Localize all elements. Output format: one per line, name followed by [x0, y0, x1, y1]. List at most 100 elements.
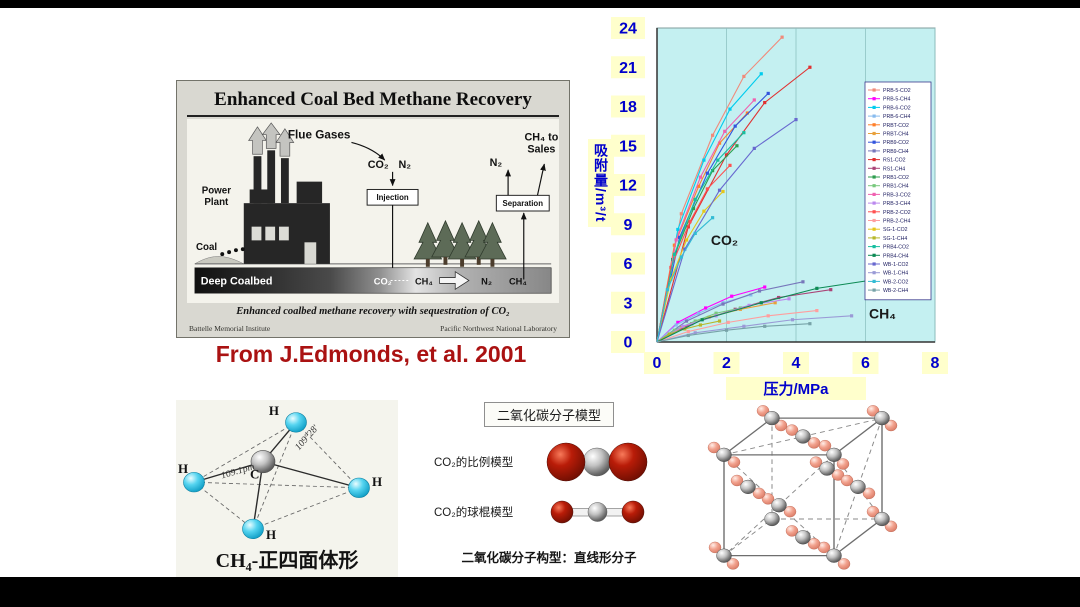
legend-marker	[872, 262, 876, 266]
ecbm-diagram: Flue Gases CO₂ N₂ Injection Separation N…	[187, 119, 559, 303]
series-marker	[763, 100, 767, 105]
series-marker	[686, 329, 690, 334]
x-tick-bg	[713, 352, 740, 374]
series-marker	[702, 158, 706, 162]
c-label: C	[250, 468, 259, 482]
series-marker	[693, 319, 697, 323]
series-marker	[773, 301, 777, 305]
ecbm-caption: Enhanced coalbed methane recovery with s…	[236, 306, 510, 317]
x-tick-label: 2	[722, 355, 731, 372]
series-marker	[757, 289, 762, 293]
legend-marker	[872, 218, 876, 223]
ch4-to-sales-label-2: Sales	[527, 143, 555, 155]
series-marker	[697, 311, 701, 315]
series-marker	[735, 144, 739, 148]
series-marker	[704, 306, 708, 310]
series-marker	[763, 324, 767, 328]
legend-marker	[872, 227, 876, 231]
legend-label: PRB-6-CO2	[883, 105, 911, 111]
series-marker	[850, 314, 854, 318]
legend-marker	[872, 97, 876, 101]
coal-lumps	[220, 247, 245, 257]
power-plant-label-1: Power	[202, 185, 232, 196]
series-marker	[672, 252, 676, 256]
series-marker	[674, 238, 678, 242]
series-marker	[676, 320, 680, 324]
legend-label: PRB1-CO2	[883, 175, 909, 181]
series-marker	[698, 323, 703, 327]
letterbox-top	[0, 0, 1080, 8]
legend-label: WB-2-CH4	[883, 288, 908, 294]
series-marker	[711, 216, 715, 220]
separation-box	[495, 194, 550, 212]
series-marker	[686, 333, 690, 338]
ball-stick-label: CO₂的球棍模型	[434, 507, 514, 519]
ch4-to-sales-label-1: CH₄ to	[524, 132, 558, 144]
legend-label: PRB9-CO2	[883, 140, 909, 146]
legend-marker	[872, 184, 876, 188]
y-tick-bg	[611, 291, 645, 314]
flue-to-injection-arrow	[351, 141, 386, 161]
y-tick-bg	[611, 331, 645, 353]
legend-marker	[872, 149, 876, 153]
legend-marker	[872, 166, 876, 170]
series-marker	[667, 332, 671, 336]
series-marker	[759, 301, 763, 305]
legend-marker	[872, 88, 876, 92]
legend-marker	[872, 253, 876, 257]
x-tick-bg	[644, 352, 670, 374]
legend-marker	[872, 114, 876, 118]
series-marker	[693, 331, 697, 335]
series-marker	[790, 318, 795, 322]
series-marker	[801, 280, 805, 284]
series-marker	[745, 111, 749, 115]
series-marker	[794, 117, 798, 122]
series-marker	[679, 255, 683, 259]
band-co2-label: CO₂	[374, 276, 392, 286]
series-marker	[672, 328, 676, 332]
power-plant-label-2: Plant	[204, 197, 229, 208]
ch4-tetrahedron-svg: H H H H C 109.1pm 109°28'	[178, 404, 382, 542]
series-marker	[742, 324, 746, 328]
x-tick-bg	[922, 352, 948, 374]
series-marker	[728, 107, 732, 111]
legend-marker	[872, 105, 876, 109]
legend-label: PRB1-CH4	[883, 184, 909, 190]
legend-label: PRB4-CH4	[883, 253, 909, 259]
legend-label: PRBT-CH4	[883, 132, 909, 138]
y-tick-label: 15	[619, 138, 637, 155]
series-marker	[752, 98, 756, 102]
series-marker	[726, 320, 730, 324]
series-marker	[707, 315, 711, 319]
legend-label: WB-1-CH4	[883, 271, 908, 277]
co2-models-panel: 二氧化碳分子模型 CO₂的比例模型 CO₂的球棍模型 二氧化碳分子构型：直线形分…	[420, 402, 678, 574]
series-marker	[716, 158, 720, 162]
h-atom	[285, 412, 307, 433]
series-marker	[698, 175, 703, 179]
series-marker	[787, 297, 791, 301]
pine-trees	[413, 220, 507, 268]
series-marker	[742, 131, 746, 135]
x-tick-label: 8	[931, 355, 940, 372]
series-marker	[724, 328, 729, 332]
flue-arrow-icon	[261, 122, 281, 149]
y-tick-bg	[611, 95, 645, 118]
x-tick-label: 0	[653, 355, 662, 372]
co2-models-caption: 二氧化碳分子构型：直线形分子	[461, 551, 637, 565]
y-tick-label: 18	[619, 99, 637, 116]
y-tick-label: 12	[619, 178, 637, 195]
legend-label: PRB-5-CO2	[883, 88, 911, 94]
c-h-bonds	[193, 422, 360, 530]
series-marker	[674, 323, 678, 327]
legend-label: RS1-CH4	[883, 166, 905, 172]
y-tick-label: 6	[624, 256, 633, 273]
co2-crystal-figure	[707, 405, 898, 570]
c-atom	[250, 450, 276, 474]
y-tick-label: 3	[624, 295, 633, 312]
series-marker	[705, 187, 709, 191]
legend-marker	[872, 175, 876, 179]
series-marker	[777, 295, 781, 300]
series-marker	[733, 124, 737, 128]
